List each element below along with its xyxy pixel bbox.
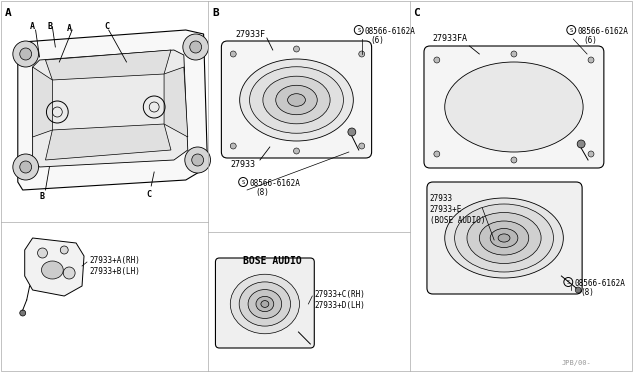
Circle shape [434, 57, 440, 63]
Circle shape [38, 248, 47, 258]
Text: JPB/00-: JPB/00- [561, 360, 591, 366]
Circle shape [588, 57, 594, 63]
Text: 27933: 27933 [430, 194, 453, 203]
Text: A: A [29, 22, 35, 31]
Ellipse shape [454, 204, 554, 272]
Circle shape [588, 151, 594, 157]
Ellipse shape [490, 228, 518, 247]
Text: A: A [67, 24, 72, 33]
Text: 08566-6162A: 08566-6162A [577, 27, 628, 36]
Circle shape [294, 148, 300, 154]
Ellipse shape [261, 301, 269, 307]
Ellipse shape [42, 261, 63, 279]
Polygon shape [45, 50, 171, 80]
Circle shape [13, 154, 38, 180]
Ellipse shape [250, 67, 344, 133]
Text: 27933+E: 27933+E [430, 205, 462, 214]
Circle shape [348, 128, 356, 136]
Text: A: A [5, 8, 12, 18]
Text: (6): (6) [371, 36, 385, 45]
Text: (BOSE AUDIO): (BOSE AUDIO) [430, 216, 485, 225]
Circle shape [434, 151, 440, 157]
Polygon shape [18, 30, 207, 190]
Text: C: C [147, 190, 151, 199]
Text: S: S [357, 28, 360, 32]
Ellipse shape [263, 76, 330, 124]
Polygon shape [45, 124, 171, 160]
Ellipse shape [248, 289, 282, 318]
Circle shape [294, 46, 300, 52]
Ellipse shape [239, 59, 353, 141]
Circle shape [183, 34, 209, 60]
Circle shape [192, 154, 204, 166]
Circle shape [230, 51, 236, 57]
Ellipse shape [230, 274, 300, 334]
Text: B: B [212, 8, 220, 18]
Text: (8): (8) [255, 188, 269, 197]
Circle shape [13, 41, 38, 67]
Text: BOSE AUDIO: BOSE AUDIO [243, 256, 302, 266]
Ellipse shape [287, 94, 305, 106]
Circle shape [20, 48, 31, 60]
Circle shape [20, 310, 26, 316]
Text: C: C [105, 22, 110, 31]
Ellipse shape [445, 62, 583, 152]
Circle shape [20, 161, 31, 173]
Polygon shape [33, 67, 52, 137]
Ellipse shape [479, 221, 529, 255]
Circle shape [189, 41, 202, 53]
Circle shape [511, 51, 517, 57]
Text: (6): (6) [583, 36, 597, 45]
Ellipse shape [498, 234, 510, 242]
Ellipse shape [239, 282, 291, 326]
Circle shape [359, 51, 365, 57]
Circle shape [185, 147, 211, 173]
Ellipse shape [276, 85, 317, 115]
Text: 27933: 27933 [230, 160, 255, 169]
Circle shape [359, 143, 365, 149]
Text: 27933+A(RH): 27933+A(RH) [89, 256, 140, 265]
Text: 27933+C(RH): 27933+C(RH) [314, 290, 365, 299]
FancyBboxPatch shape [221, 41, 372, 158]
Text: S: S [570, 28, 573, 32]
Text: 08566-6162A: 08566-6162A [249, 179, 300, 188]
Polygon shape [33, 50, 188, 167]
Text: S: S [241, 180, 244, 185]
Text: S: S [566, 279, 570, 285]
Text: (8): (8) [580, 288, 594, 297]
FancyBboxPatch shape [424, 46, 604, 168]
Text: 27933FA: 27933FA [433, 34, 468, 43]
Ellipse shape [256, 296, 274, 312]
Text: 08566-6162A: 08566-6162A [574, 279, 625, 288]
FancyBboxPatch shape [427, 182, 582, 294]
Polygon shape [25, 238, 84, 296]
Circle shape [230, 143, 236, 149]
Ellipse shape [445, 198, 563, 278]
Circle shape [63, 267, 75, 279]
Circle shape [577, 140, 585, 148]
FancyBboxPatch shape [216, 258, 314, 348]
Text: 27933F: 27933F [236, 30, 265, 39]
Text: 27933+D(LH): 27933+D(LH) [314, 301, 365, 310]
Text: C: C [413, 8, 420, 18]
Polygon shape [164, 67, 188, 137]
Text: 08566-6162A: 08566-6162A [365, 27, 415, 36]
Text: B: B [47, 22, 52, 31]
Text: 27933+B(LH): 27933+B(LH) [89, 267, 140, 276]
Circle shape [575, 287, 581, 293]
Circle shape [511, 157, 517, 163]
Circle shape [60, 246, 68, 254]
Ellipse shape [467, 212, 541, 263]
Text: B: B [40, 192, 45, 201]
